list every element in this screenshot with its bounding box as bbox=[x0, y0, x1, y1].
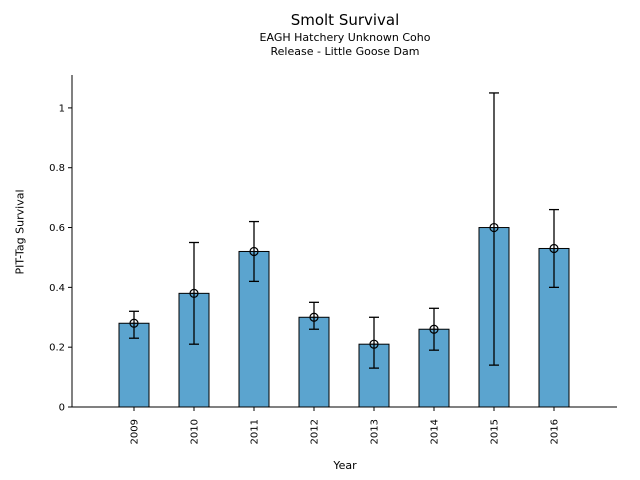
x-tick-label: 2011 bbox=[250, 419, 261, 444]
x-tick-label: 2014 bbox=[430, 419, 441, 444]
x-tick-label: 2013 bbox=[370, 419, 381, 444]
value-marker bbox=[549, 243, 559, 254]
value-marker bbox=[129, 318, 139, 328]
value-marker bbox=[429, 324, 439, 334]
y-tick-label: 0 bbox=[59, 403, 65, 414]
x-tick-label: 2015 bbox=[490, 419, 501, 444]
value-marker bbox=[309, 312, 319, 322]
y-tick-label: 0.4 bbox=[49, 283, 65, 294]
chart-subtitle-line2: Release - Little Goose Dam bbox=[270, 45, 420, 58]
x-tick-label: 2010 bbox=[190, 419, 201, 444]
value-marker bbox=[369, 339, 379, 349]
bar bbox=[298, 316, 330, 408]
x-axis-label: Year bbox=[333, 459, 357, 472]
value-marker bbox=[489, 222, 499, 233]
x-tick-label: 2016 bbox=[550, 419, 561, 444]
y-tick-label: 0.6 bbox=[49, 223, 65, 234]
value-marker bbox=[249, 246, 259, 257]
y-tick-label: 0.2 bbox=[49, 343, 65, 354]
chart-subtitle-line1: EAGH Hatchery Unknown Coho bbox=[259, 31, 431, 44]
y-tick-label: 1 bbox=[59, 103, 65, 114]
x-tick-label: 2012 bbox=[310, 419, 321, 444]
chart-title: Smolt Survival bbox=[290, 11, 400, 29]
x-tick-label: 2009 bbox=[130, 419, 141, 444]
y-tick-label: 0.8 bbox=[49, 163, 65, 174]
value-marker bbox=[189, 288, 199, 298]
